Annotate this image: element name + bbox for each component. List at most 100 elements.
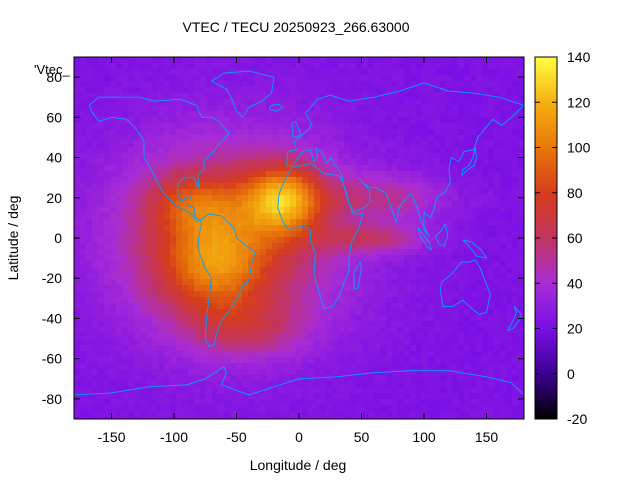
heatmap-cell bbox=[380, 231, 387, 238]
heatmap-cell bbox=[152, 249, 159, 256]
heatmap-cell bbox=[140, 249, 147, 256]
heatmap-cell bbox=[512, 357, 519, 364]
heatmap-cell bbox=[188, 225, 195, 232]
heatmap-cell bbox=[122, 99, 129, 106]
heatmap-cell bbox=[140, 291, 147, 298]
heatmap-cell bbox=[494, 213, 501, 220]
heatmap-cell bbox=[170, 129, 177, 136]
heatmap-cell bbox=[470, 141, 477, 148]
heatmap-cell bbox=[206, 195, 213, 202]
heatmap-cell bbox=[464, 219, 471, 226]
heatmap-cell bbox=[368, 417, 375, 420]
heatmap-cell bbox=[338, 183, 345, 190]
heatmap-cell bbox=[218, 159, 225, 166]
heatmap-cell bbox=[380, 309, 387, 316]
heatmap-cell bbox=[296, 87, 303, 94]
heatmap-cell bbox=[158, 351, 165, 358]
heatmap-cell bbox=[362, 399, 369, 406]
heatmap-cell bbox=[146, 285, 153, 292]
heatmap-cell bbox=[458, 57, 465, 64]
heatmap-cell bbox=[170, 201, 177, 208]
heatmap-cell bbox=[320, 201, 327, 208]
heatmap-cell bbox=[296, 315, 303, 322]
heatmap-cell bbox=[230, 189, 237, 196]
heatmap-cell bbox=[392, 279, 399, 286]
heatmap-cell bbox=[476, 279, 483, 286]
heatmap-cell bbox=[398, 291, 405, 298]
heatmap-cell bbox=[332, 393, 339, 400]
heatmap-cell bbox=[344, 387, 351, 394]
heatmap-cell bbox=[494, 81, 501, 88]
heatmap-cell bbox=[458, 225, 465, 232]
heatmap-cell bbox=[176, 213, 183, 220]
heatmap-cell bbox=[140, 255, 147, 262]
heatmap-cell bbox=[218, 351, 225, 358]
heatmap-cell bbox=[74, 333, 81, 340]
heatmap-cell bbox=[338, 381, 345, 388]
heatmap-cell bbox=[476, 99, 483, 106]
heatmap-cell bbox=[116, 75, 123, 82]
heatmap-cell bbox=[488, 201, 495, 208]
heatmap-cell bbox=[194, 339, 201, 346]
heatmap-cell bbox=[200, 69, 207, 76]
heatmap-cell bbox=[308, 357, 315, 364]
heatmap-cell bbox=[116, 327, 123, 334]
heatmap-cell bbox=[194, 111, 201, 118]
heatmap-cell bbox=[176, 177, 183, 184]
heatmap-cell bbox=[296, 183, 303, 190]
heatmap-cell bbox=[98, 63, 105, 70]
heatmap-cell bbox=[164, 177, 171, 184]
heatmap-cell bbox=[416, 405, 423, 412]
heatmap-cell bbox=[278, 393, 285, 400]
heatmap-cell bbox=[446, 417, 453, 420]
heatmap-cell bbox=[368, 387, 375, 394]
heatmap-cell bbox=[242, 183, 249, 190]
heatmap-cell bbox=[488, 219, 495, 226]
heatmap-cell bbox=[434, 111, 441, 118]
heatmap-cell bbox=[74, 93, 81, 100]
heatmap-cell bbox=[344, 117, 351, 124]
heatmap-cell bbox=[506, 273, 513, 280]
heatmap-cell bbox=[92, 189, 99, 196]
heatmap-cell bbox=[104, 411, 111, 418]
heatmap-cell bbox=[194, 297, 201, 304]
heatmap-cell bbox=[146, 351, 153, 358]
heatmap-cell bbox=[506, 123, 513, 130]
heatmap-cell bbox=[218, 249, 225, 256]
heatmap-cell bbox=[368, 237, 375, 244]
heatmap-cell bbox=[494, 159, 501, 166]
heatmap-cell bbox=[452, 219, 459, 226]
heatmap-cell bbox=[476, 291, 483, 298]
heatmap-cell bbox=[488, 75, 495, 82]
heatmap-cell bbox=[332, 285, 339, 292]
heatmap-cell bbox=[434, 303, 441, 310]
heatmap-cell bbox=[404, 135, 411, 142]
heatmap-cell bbox=[200, 57, 207, 64]
heatmap-cell bbox=[416, 261, 423, 268]
heatmap-cell bbox=[386, 327, 393, 334]
heatmap-cell bbox=[368, 111, 375, 118]
heatmap-cell bbox=[464, 147, 471, 154]
heatmap-cell bbox=[404, 111, 411, 118]
heatmap-cell bbox=[128, 63, 135, 70]
heatmap-cell bbox=[332, 69, 339, 76]
heatmap-cell bbox=[248, 93, 255, 100]
heatmap-cell bbox=[332, 417, 339, 420]
heatmap-cell bbox=[332, 357, 339, 364]
heatmap-cell bbox=[146, 195, 153, 202]
heatmap-cell bbox=[128, 357, 135, 364]
heatmap-cell bbox=[440, 237, 447, 244]
heatmap-cell bbox=[422, 339, 429, 346]
heatmap-cell bbox=[362, 363, 369, 370]
heatmap-cell bbox=[158, 177, 165, 184]
heatmap-cell bbox=[104, 369, 111, 376]
heatmap-cell bbox=[482, 123, 489, 130]
heatmap-cell bbox=[284, 405, 291, 412]
heatmap-cell bbox=[194, 75, 201, 82]
heatmap-cell bbox=[326, 183, 333, 190]
heatmap-cell bbox=[320, 189, 327, 196]
heatmap-cell bbox=[110, 129, 117, 136]
heatmap-cell bbox=[422, 135, 429, 142]
heatmap-cell bbox=[194, 81, 201, 88]
heatmap-cell bbox=[278, 153, 285, 160]
